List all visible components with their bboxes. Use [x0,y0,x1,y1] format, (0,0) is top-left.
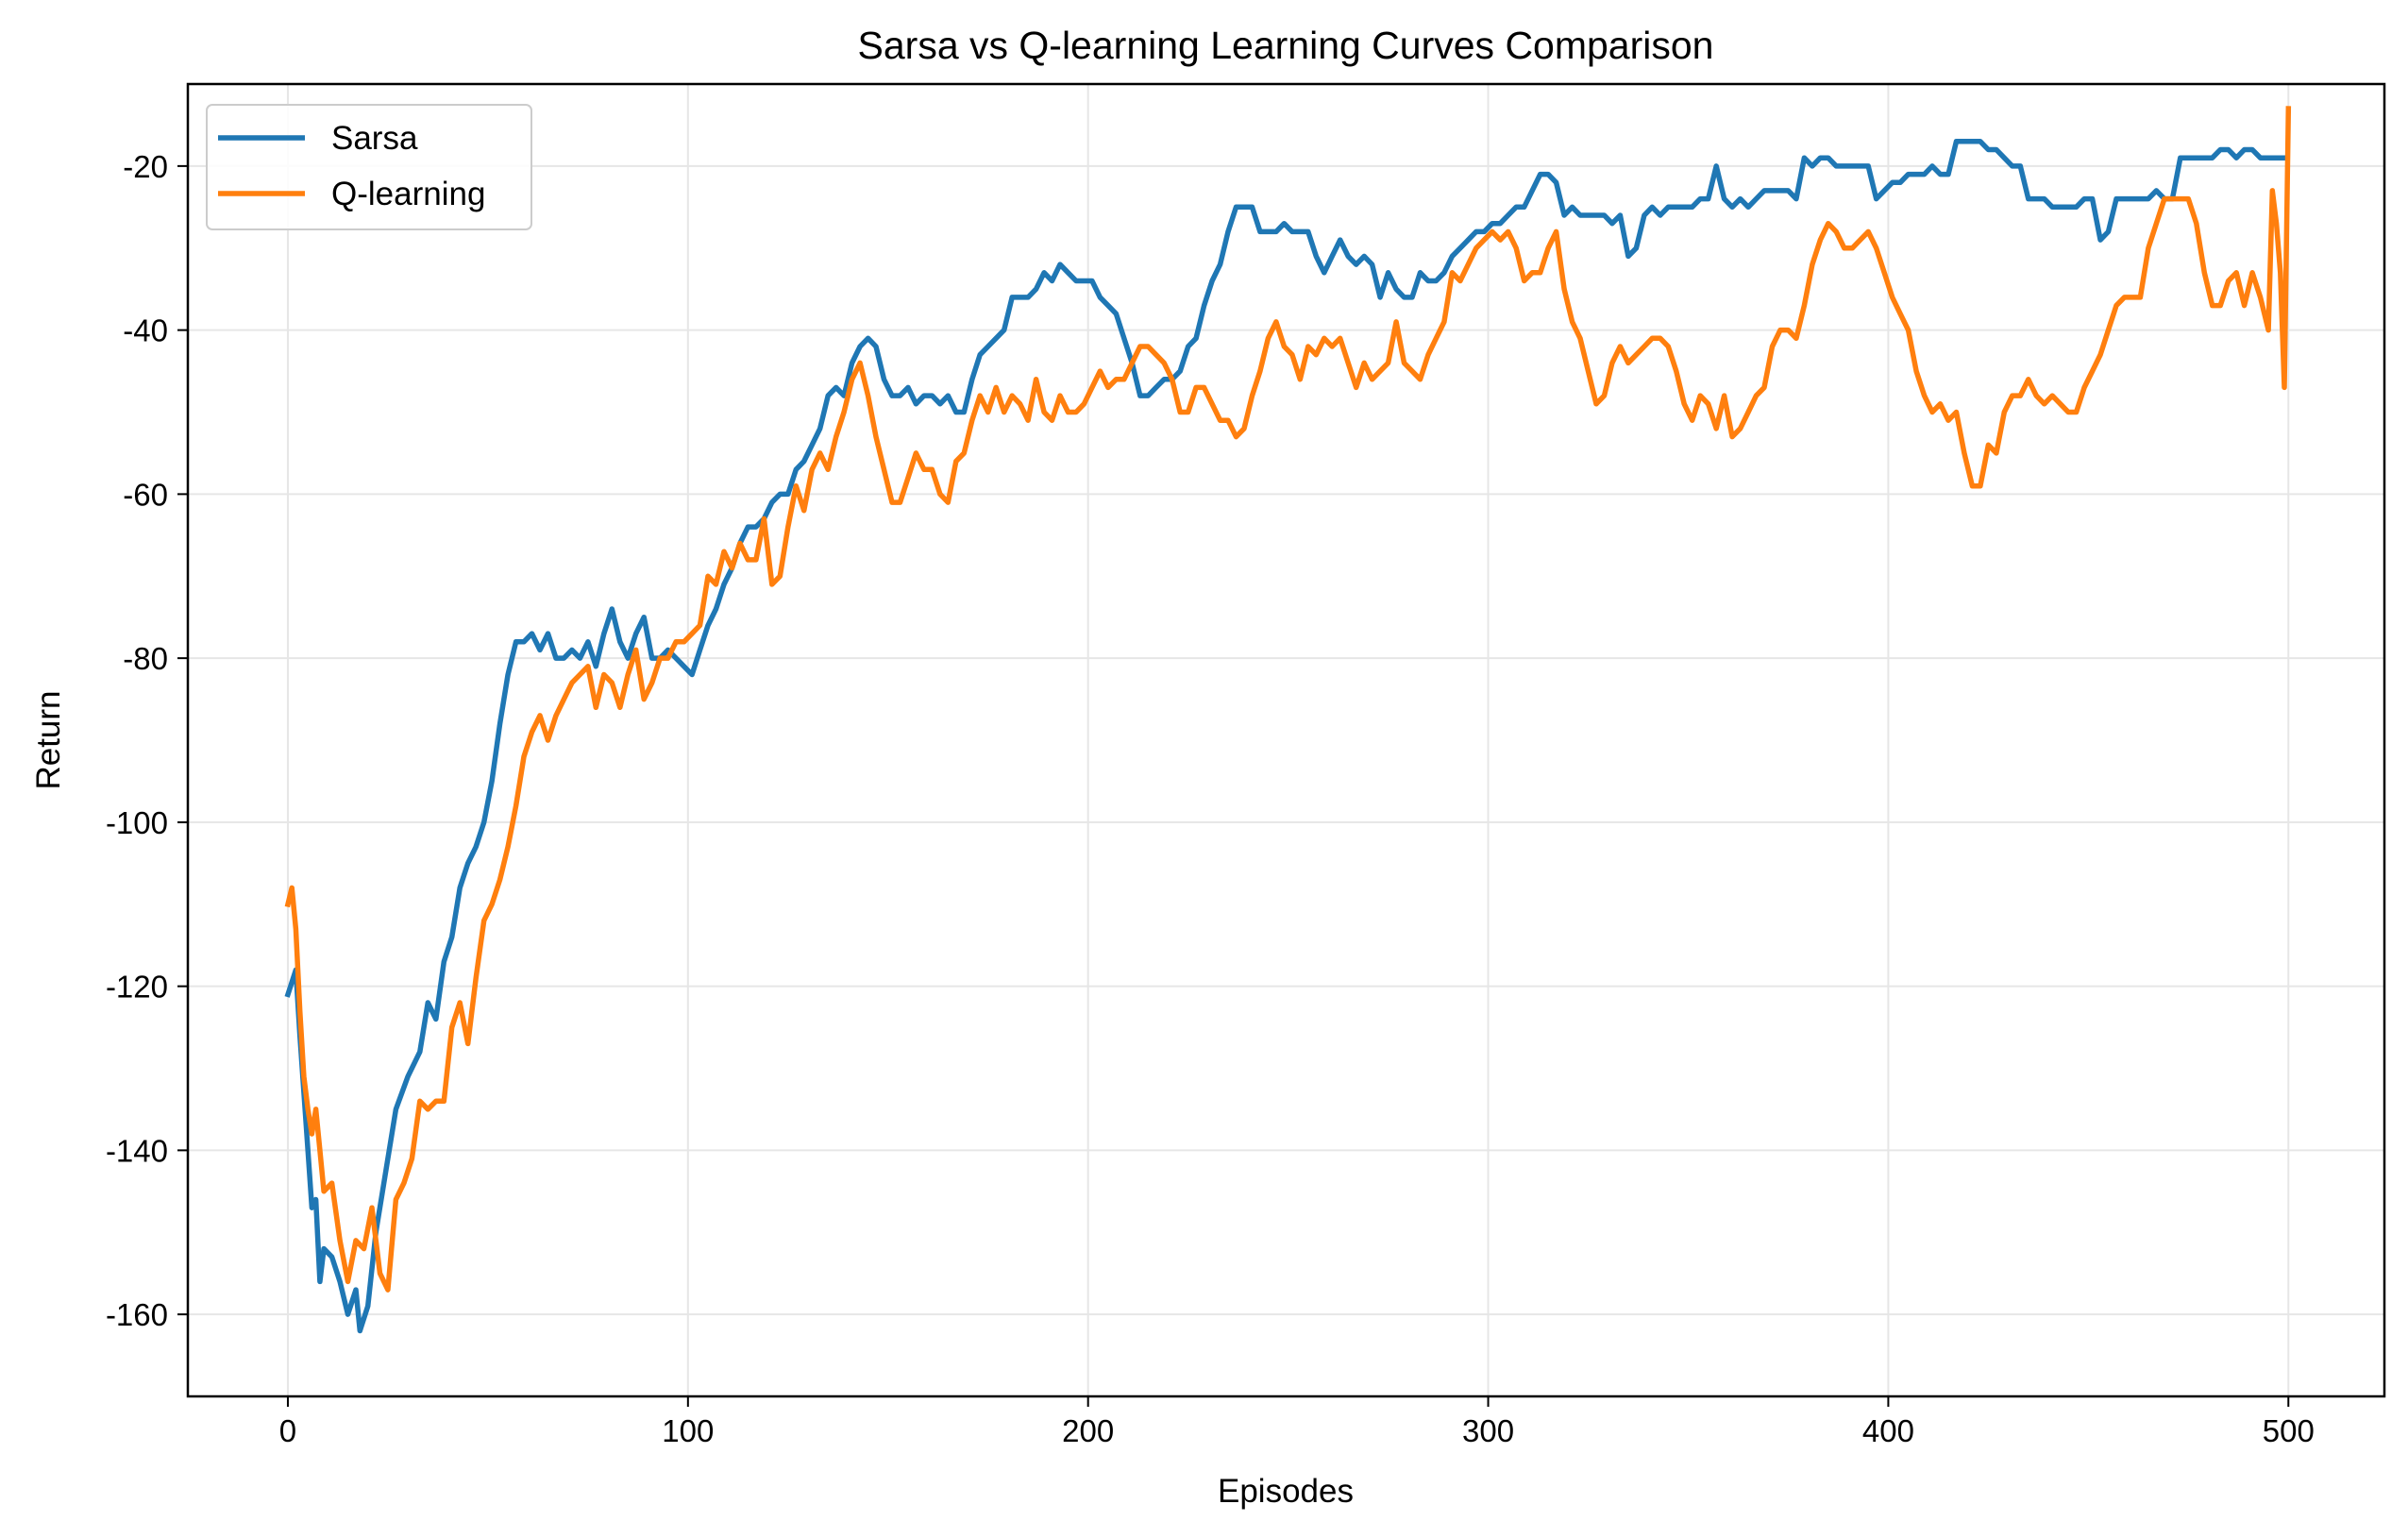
y-tick-label: -100 [106,805,168,840]
plot-area-frame [186,82,2386,1398]
y-tick-label: -40 [123,313,168,348]
axis-ticks: 0 100 200 300 400 500 -160 -140 -120 -100 -80 -60 -4… [106,149,2315,1448]
x-tick-label: 400 [1862,1413,1914,1448]
x-tick-label: 100 [662,1413,714,1448]
series-line-sarsa [284,139,2287,1334]
x-axis-label: Episodes [1218,1473,1354,1510]
x-tick-label: 200 [1062,1413,1114,1448]
y-tick-label: -80 [123,641,168,676]
y-tick-label: -160 [106,1297,168,1332]
legend-label: Sarsa [331,120,418,157]
legend: Sarsa Q-learning [206,104,532,230]
x-tick-label: 0 [279,1413,296,1448]
x-tick-label: 500 [2263,1413,2315,1448]
series-lines [284,106,2292,1334]
chart-title: Sarsa vs Q-learning Learning Curves Comp… [858,24,1714,67]
y-tick-label: -60 [123,477,168,512]
y-tick-label: -20 [123,149,168,184]
x-tick-label: 300 [1462,1413,1514,1448]
y-tick-label: -120 [106,970,168,1005]
legend-label: Q-learning [331,176,485,212]
y-tick-label: -140 [106,1133,168,1168]
y-axis-label: Return [30,690,67,789]
series-line-q-learning [284,106,2292,1293]
